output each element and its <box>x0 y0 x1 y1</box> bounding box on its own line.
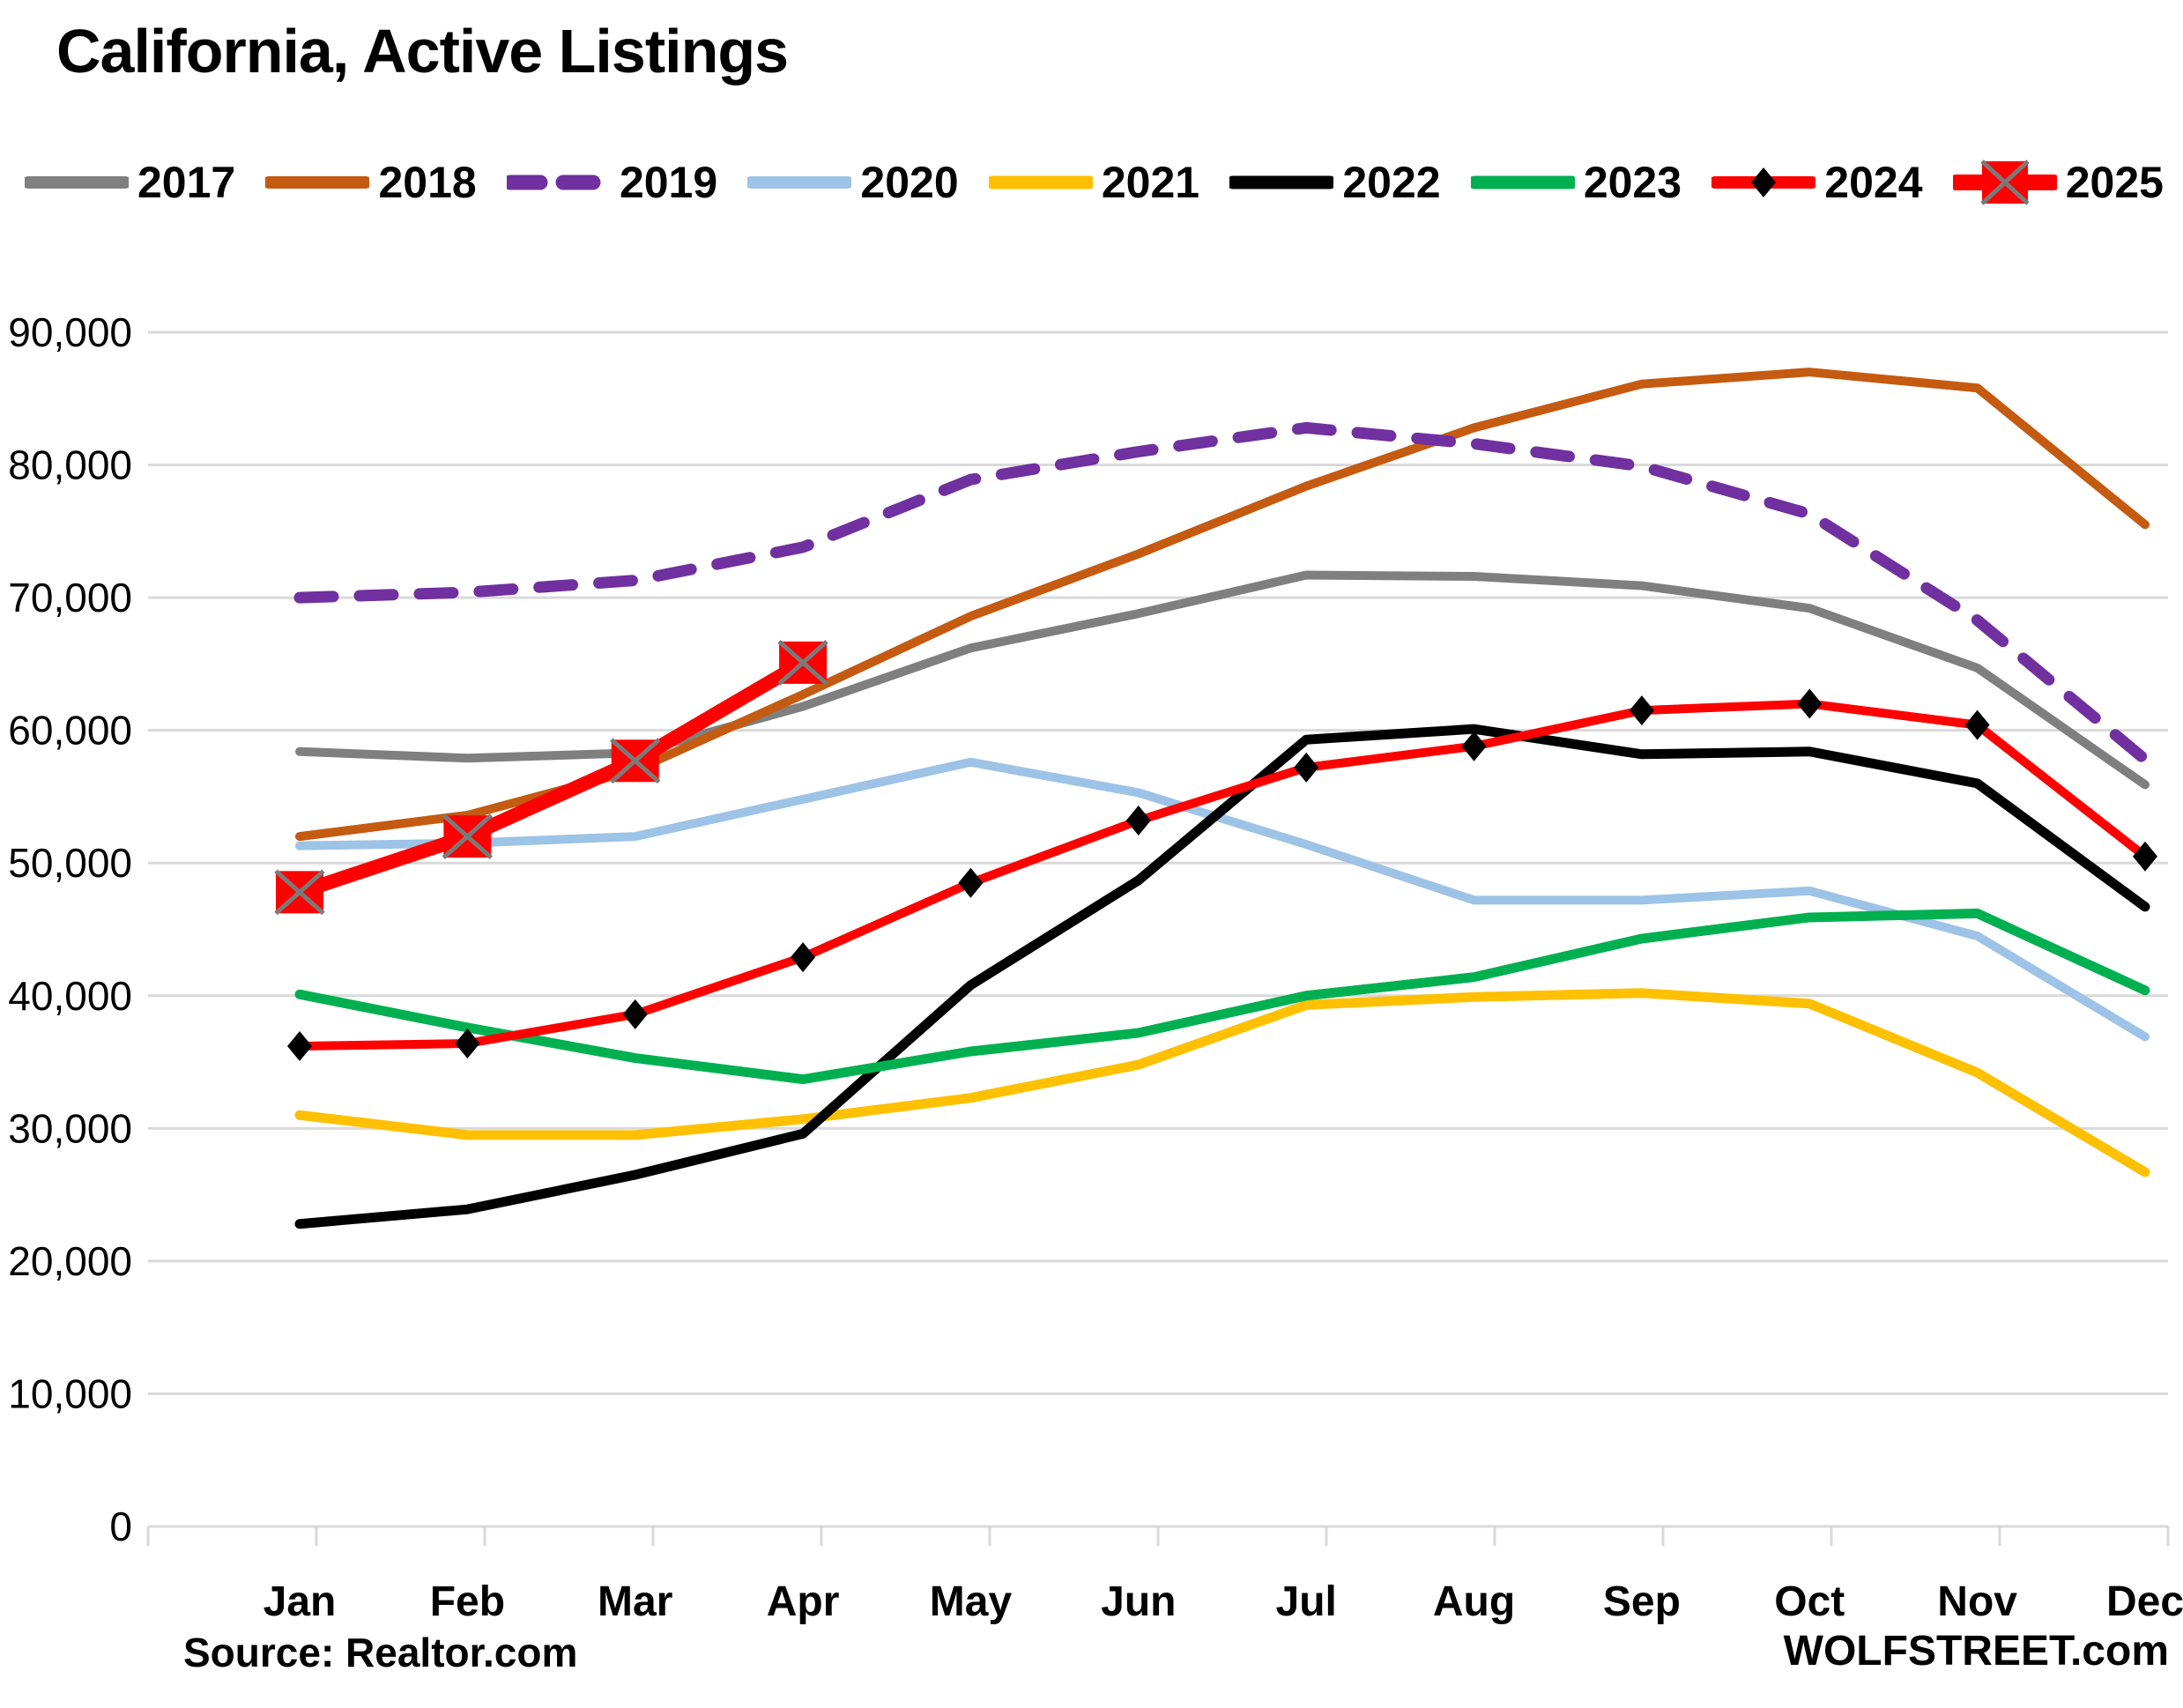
x-tick-label: May <box>930 1578 1013 1625</box>
legend-swatch-2019 <box>506 175 611 190</box>
x-tick-label: Jun <box>1101 1578 1176 1625</box>
x-tick-label: Feb <box>430 1578 505 1625</box>
marker-diamond-2024 <box>1461 731 1487 761</box>
y-tick-label: 20,000 <box>8 1238 132 1284</box>
series-line-2024 <box>295 699 2150 1051</box>
source-note: Source: Realtor.com <box>183 1630 578 1675</box>
legend-swatch-2022 <box>1229 175 1334 189</box>
marker-diamond-2024 <box>622 999 648 1029</box>
series-line-2021 <box>294 988 2150 1177</box>
legend-label: 2017 <box>137 158 236 207</box>
legend-swatch-2020 <box>747 176 852 189</box>
site-credit: WOLFSTREET.com <box>1783 1628 2169 1675</box>
marker-diamond-2024 <box>1797 688 1823 719</box>
series-line-2025 <box>293 655 811 900</box>
legend-label: 2018 <box>378 158 477 207</box>
y-tick-label: 10,000 <box>8 1370 132 1416</box>
x-tick-label: Nov <box>1937 1578 2017 1625</box>
y-tick-label: 90,000 <box>8 309 132 355</box>
y-tick-label: 40,000 <box>8 973 132 1019</box>
legend-item-2021: 2021 <box>988 156 1200 209</box>
marker-diamond-2024 <box>1964 709 1990 740</box>
legend-label: 2021 <box>1101 158 1200 207</box>
legend-label: 2024 <box>1824 158 1923 207</box>
marker-x-square-2025 <box>777 640 828 686</box>
legend-label: 2023 <box>1583 158 1682 207</box>
legend-label: 2020 <box>860 158 959 207</box>
legend-swatch-2023 <box>1470 175 1575 189</box>
legend-swatch-2017 <box>25 176 129 189</box>
legend-item-2019: 2019 <box>506 156 718 209</box>
legend-item-2020: 2020 <box>747 156 959 209</box>
series-line-2022 <box>294 724 2150 1229</box>
x-tick-label: Sep <box>1603 1578 1681 1625</box>
legend-label: 2019 <box>619 158 718 207</box>
legend-item-2025: 2025 <box>1952 156 2164 209</box>
legend-swatch-2025 <box>1952 160 2057 205</box>
legend-item-2022: 2022 <box>1229 156 1441 209</box>
marker-diamond-2024 <box>1629 695 1654 726</box>
x-tick-label: Oct <box>1774 1578 1845 1625</box>
y-tick-label: 30,000 <box>8 1105 132 1151</box>
x-tick-label: Aug <box>1433 1578 1515 1625</box>
chart-legend: 2017 2018 2019 2020 2021 2022 2023 2024 2025 <box>25 152 2164 213</box>
marker-diamond-2024 <box>1294 752 1319 783</box>
legend-item-2024: 2024 <box>1712 156 1923 209</box>
legend-label: 2022 <box>1342 158 1441 207</box>
marker-diamond-2024 <box>791 942 816 973</box>
series-line-2017 <box>295 570 2150 790</box>
marker-diamond-2024 <box>2133 841 2157 872</box>
x-tick-label: Mar <box>598 1578 672 1625</box>
legend-swatch-2021 <box>988 175 1093 189</box>
legend-item-2023: 2023 <box>1470 156 1682 209</box>
series-line-2023 <box>294 908 2150 1085</box>
legend-label: 2025 <box>2065 158 2164 207</box>
y-tick-label: 70,000 <box>8 575 132 620</box>
chart-title: California, Active Listings <box>56 17 789 85</box>
series-line-2019 <box>293 421 2151 766</box>
x-tick-label: Jan <box>264 1578 337 1625</box>
x-tick-label: Dec <box>2106 1578 2183 1625</box>
marker-x-square-2025 <box>274 869 325 916</box>
marker-diamond-2024 <box>958 867 984 898</box>
marker-diamond-2024 <box>1125 806 1151 836</box>
y-tick-label: 60,000 <box>8 708 132 754</box>
marker-diamond-2024 <box>287 1030 312 1061</box>
y-tick-label: 80,000 <box>8 442 132 488</box>
y-tick-label: 0 <box>109 1504 132 1549</box>
marker-x-square-2025 <box>442 813 494 859</box>
legend-item-2017: 2017 <box>25 156 235 209</box>
legend-swatch-2024 <box>1712 167 1816 197</box>
x-tick-label: Apr <box>767 1578 840 1625</box>
x-tick-label: Jul <box>1276 1578 1337 1625</box>
marker-x-square-2025 <box>610 738 661 784</box>
series-line-2020 <box>295 757 2150 1042</box>
legend-item-2018: 2018 <box>265 156 477 209</box>
legend-swatch-2018 <box>265 176 370 189</box>
marker-diamond-2024 <box>455 1028 480 1058</box>
y-tick-label: 50,000 <box>8 840 132 886</box>
